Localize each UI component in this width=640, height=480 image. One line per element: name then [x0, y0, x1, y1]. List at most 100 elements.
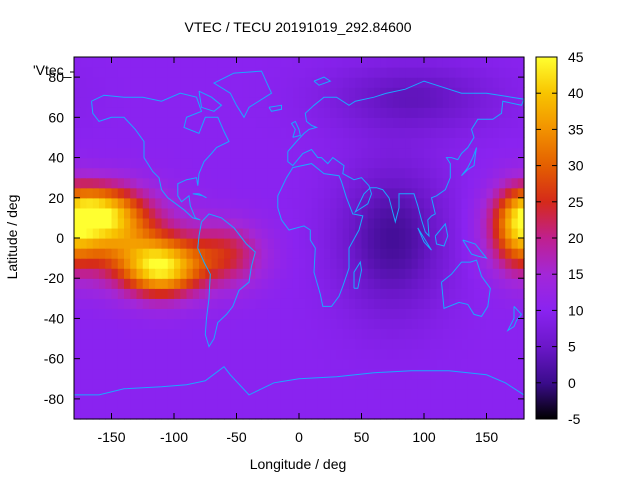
heatmap-cell [80, 197, 88, 209]
heatmap-cell [442, 288, 450, 299]
heatmap-cell [267, 328, 275, 340]
heatmap-cell [499, 57, 506, 68]
heatmap-cell [436, 248, 444, 259]
heatmap-cell [105, 187, 113, 199]
heatmap-cell [86, 318, 94, 330]
heatmap-cell [361, 117, 369, 128]
heatmap-cell [142, 318, 150, 330]
heatmap-cell [224, 238, 231, 249]
heatmap-cell [455, 278, 463, 289]
heatmap-cell [374, 288, 381, 299]
heatmap-cell [167, 308, 175, 320]
heatmap-cell [224, 177, 231, 189]
heatmap-cell [480, 238, 488, 249]
heatmap-cell [111, 67, 119, 78]
heatmap-cell [124, 87, 131, 98]
heatmap-cell [261, 368, 269, 380]
heatmap-cell [155, 248, 163, 259]
heatmap-cell [411, 308, 419, 320]
heatmap-cell [286, 358, 294, 370]
heatmap-cell [249, 157, 256, 169]
heatmap-cell [242, 368, 250, 380]
heatmap-cell [124, 298, 131, 309]
heatmap-cell [161, 348, 169, 360]
heatmap-cell [411, 227, 419, 239]
heatmap-cell [205, 268, 213, 279]
heatmap-cell [99, 398, 106, 410]
heatmap-cell [105, 177, 113, 189]
heatmap-cell [92, 288, 100, 299]
heatmap-cell [467, 378, 475, 390]
heatmap-cell [242, 288, 250, 299]
heatmap-cell [261, 298, 269, 309]
heatmap-cell [311, 137, 319, 149]
heatmap-cell [242, 388, 250, 400]
heatmap-cell [167, 187, 175, 199]
heatmap-cell [136, 328, 144, 340]
heatmap-cell [392, 117, 400, 128]
heatmap-cell [311, 368, 319, 380]
heatmap-cell [242, 248, 250, 259]
heatmap-cell [324, 177, 331, 189]
heatmap-cell [186, 57, 194, 68]
heatmap-cell [311, 97, 319, 108]
heatmap-cell [436, 117, 444, 128]
heatmap-cell [130, 318, 138, 330]
heatmap-cell [517, 227, 525, 239]
heatmap-cell [186, 177, 194, 189]
heatmap-cell [342, 147, 350, 159]
heatmap-cell [355, 378, 363, 390]
heatmap-cell [317, 97, 325, 108]
heatmap-cell [367, 298, 375, 309]
heatmap-cell [249, 378, 256, 390]
heatmap-cell [99, 328, 106, 340]
heatmap-cell [174, 217, 181, 229]
heatmap-cell [361, 107, 369, 118]
heatmap-cell [380, 328, 388, 340]
heatmap-cell [86, 238, 94, 249]
heatmap-cell [236, 248, 244, 259]
heatmap-cell [242, 378, 250, 390]
heatmap-cell [417, 288, 425, 299]
heatmap-cell [230, 187, 238, 199]
heatmap-cell [274, 398, 281, 410]
heatmap-cell [86, 97, 94, 108]
heatmap-cell [149, 398, 156, 410]
heatmap-cell [336, 57, 344, 68]
heatmap-cell [386, 167, 394, 179]
heatmap-cell [274, 67, 281, 78]
heatmap-cell [461, 268, 469, 279]
heatmap-cell [505, 348, 513, 360]
heatmap-cell [386, 238, 394, 249]
heatmap-cell [436, 298, 444, 309]
heatmap-cell [117, 77, 125, 88]
heatmap-cell [355, 248, 363, 259]
heatmap-cell [111, 227, 119, 239]
heatmap-cell [161, 308, 169, 320]
heatmap-cell [192, 217, 200, 229]
heatmap-cell [399, 368, 406, 380]
heatmap-cell [199, 137, 206, 149]
heatmap-cell [117, 147, 125, 159]
heatmap-cell [374, 117, 381, 128]
heatmap-cell [80, 227, 88, 239]
heatmap-cell [511, 248, 519, 259]
heatmap-cell [399, 167, 406, 179]
heatmap-cell [224, 378, 231, 390]
heatmap-cell [411, 177, 419, 189]
heatmap-cell [442, 127, 450, 139]
heatmap-cell [305, 398, 313, 410]
heatmap-cell [280, 137, 288, 149]
heatmap-cell [342, 107, 350, 118]
heatmap-cell [92, 408, 100, 420]
heatmap-cell [130, 368, 138, 380]
coastline-borneo [434, 222, 449, 247]
heatmap-cell [74, 328, 81, 340]
heatmap-cell [461, 117, 469, 128]
heatmap-cell [355, 308, 363, 320]
heatmap-cell [274, 187, 281, 199]
heatmap-cell [374, 258, 381, 269]
heatmap-cell [136, 278, 144, 289]
heatmap-cell [474, 388, 481, 400]
heatmap-cell [417, 338, 425, 350]
